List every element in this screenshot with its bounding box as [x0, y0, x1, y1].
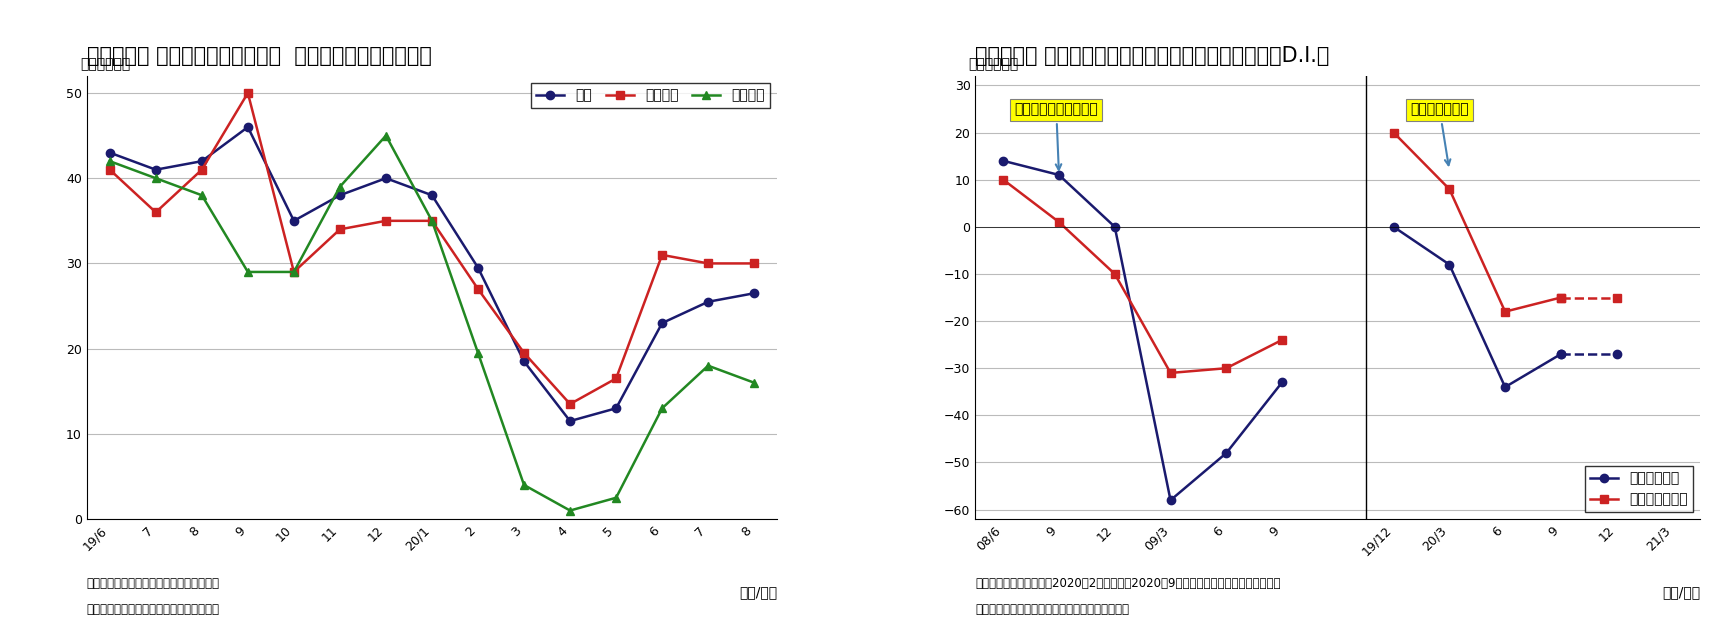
- 大企業非製造業: [1216, 365, 1237, 372]
- 飲食関連: [468, 349, 489, 357]
- 大企業非製造業: [1161, 369, 1182, 377]
- 飲食関連: [146, 175, 167, 182]
- 飲食関連: [744, 379, 765, 387]
- 大企業非製造業: [1105, 270, 1126, 278]
- 小売関連: [652, 251, 673, 259]
- 大企業製造業: [1216, 449, 1237, 457]
- 小売関連: [99, 166, 120, 173]
- Text: （年/月）: （年/月）: [739, 586, 777, 599]
- Text: （注）コロナ拡大開始は2020年2月とした、2020年9月の値は前回調査における先行き: （注）コロナ拡大開始は2020年2月とした、2020年9月の値は前回調査における…: [975, 577, 1280, 590]
- 合計: [560, 417, 581, 425]
- 大企業製造業: [992, 157, 1013, 165]
- 大企業製造業: [1161, 496, 1182, 504]
- Legend: 大企業製造業, 大企業非製造業: 大企業製造業, 大企業非製造業: [1584, 466, 1693, 512]
- 大企業製造業: [1272, 379, 1293, 386]
- 合計: [697, 298, 718, 306]
- 小売関連: [238, 89, 259, 97]
- 小売関連: [514, 349, 534, 357]
- 飲食関連: [606, 494, 626, 501]
- 小売関連: [560, 400, 581, 408]
- 合計: [652, 319, 673, 327]
- 飲食関連: [238, 268, 259, 276]
- 合計: [146, 166, 167, 173]
- 飲食関連: [283, 268, 304, 276]
- Text: リーマンショック発生: リーマンショック発生: [1015, 103, 1098, 170]
- 小売関連: [422, 217, 442, 225]
- 合計: [514, 358, 534, 365]
- 小売関連: [330, 225, 350, 233]
- 大企業製造業: [1048, 171, 1069, 179]
- 小売関連: [606, 375, 626, 382]
- 小売関連: [191, 166, 212, 173]
- 小売関連: [697, 260, 718, 267]
- 合計: [744, 289, 765, 297]
- 小売関連: [146, 208, 167, 216]
- 小売関連: [283, 268, 304, 276]
- 小売関連: [468, 285, 489, 293]
- 合計: [238, 123, 259, 131]
- 飲食関連: [514, 481, 534, 489]
- 合計: [283, 217, 304, 225]
- 飲食関連: [422, 217, 442, 225]
- 合計: [422, 191, 442, 199]
- Text: （ポイント）: （ポイント）: [968, 58, 1018, 72]
- 飲食関連: [697, 362, 718, 370]
- Text: （図表５） リーマンショック後との比較　（業況判断D.I.）: （図表５） リーマンショック後との比較 （業況判断D.I.）: [975, 46, 1329, 66]
- 飲食関連: [191, 191, 212, 199]
- 大企業非製造業: [1272, 336, 1293, 344]
- 合計: [330, 191, 350, 199]
- 大企業非製造業: [1048, 218, 1069, 226]
- 飲食関連: [330, 183, 350, 191]
- Line: 飲食関連: 飲食関連: [106, 132, 758, 515]
- 小売関連: [375, 217, 396, 225]
- 飲食関連: [560, 507, 581, 515]
- Text: （注）参考値として公表されている原数値: （注）参考値として公表されている原数値: [87, 577, 220, 590]
- Line: 大企業非製造業: 大企業非製造業: [999, 175, 1286, 377]
- Text: （ポイント）: （ポイント）: [80, 58, 130, 72]
- Line: 合計: 合計: [106, 123, 758, 425]
- 合計: [606, 404, 626, 412]
- 大企業非製造業: [992, 176, 1013, 184]
- Text: （資料）日本銀行「全国企業短期経済観測調査」: （資料）日本銀行「全国企業短期経済観測調査」: [975, 603, 1129, 617]
- Text: （年/月）: （年/月）: [1662, 586, 1700, 599]
- Line: 小売関連: 小売関連: [106, 89, 758, 408]
- 合計: [99, 149, 120, 156]
- 合計: [191, 158, 212, 165]
- Text: （図表４） 景気ウォッチャー調査  景気の現状判断（水準）: （図表４） 景気ウォッチャー調査 景気の現状判断（水準）: [87, 46, 432, 66]
- Line: 大企業製造業: 大企業製造業: [999, 156, 1286, 505]
- Text: （資料）内閣府「景気ウォッチャー調査」: （資料）内閣府「景気ウォッチャー調査」: [87, 603, 220, 617]
- 飲食関連: [375, 132, 396, 139]
- Legend: 合計, 小売関連, 飲食関連: 合計, 小売関連, 飲食関連: [531, 83, 770, 108]
- 飲食関連: [99, 158, 120, 165]
- Text: コロナ拡大開始: コロナ拡大開始: [1411, 103, 1470, 165]
- 飲食関連: [652, 404, 673, 412]
- 合計: [468, 264, 489, 272]
- 大企業製造業: [1105, 223, 1126, 230]
- 小売関連: [744, 260, 765, 267]
- 合計: [375, 175, 396, 182]
